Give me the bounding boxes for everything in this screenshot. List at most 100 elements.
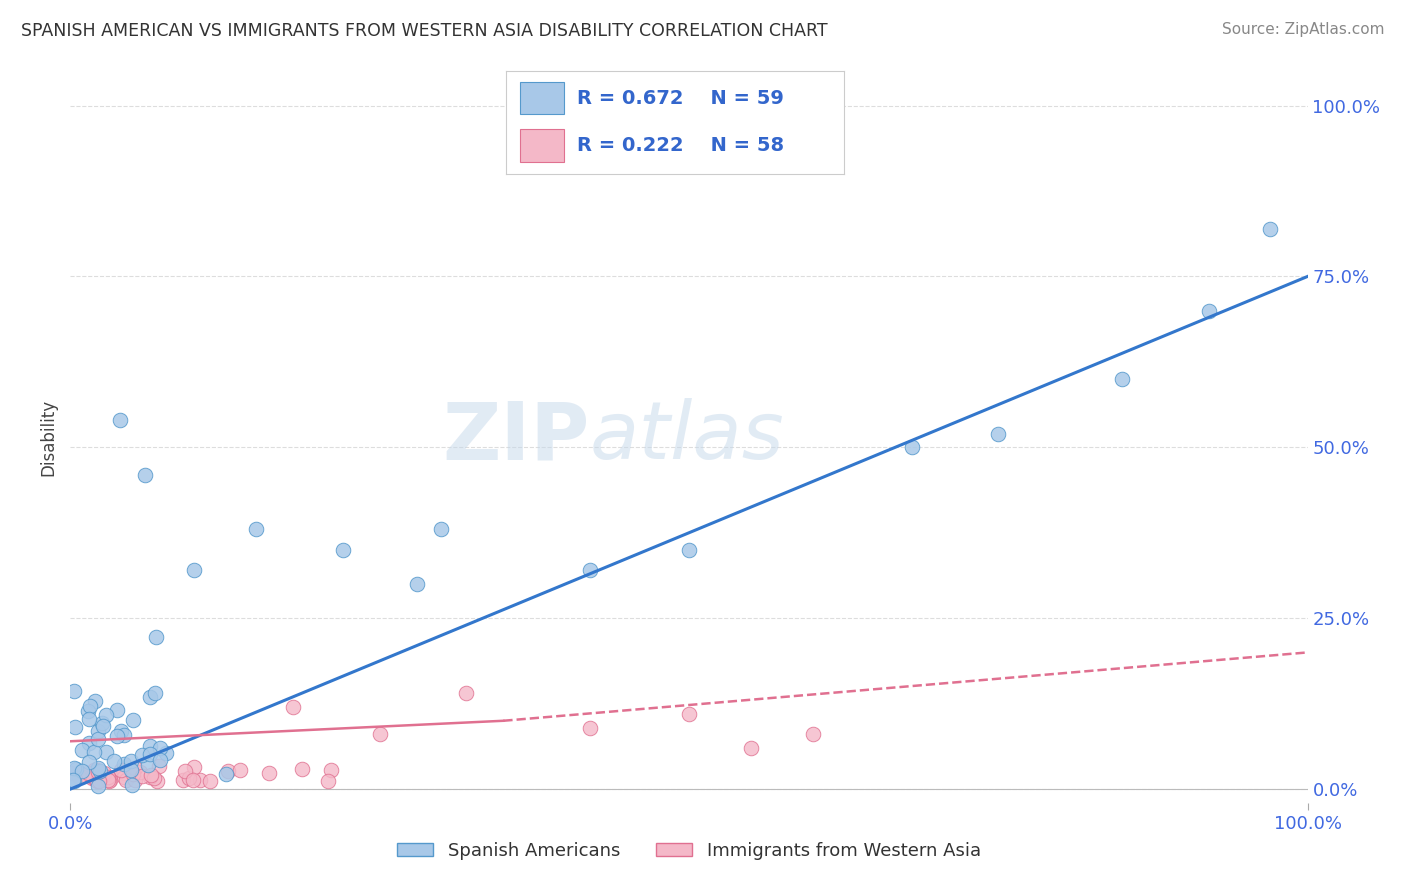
Point — [1260, 221, 1282, 235]
Point — [131, 769, 153, 783]
Point — [96, 771, 118, 785]
Point — [98, 772, 121, 787]
Point — [678, 542, 700, 557]
Point — [63, 720, 86, 734]
Point — [134, 467, 156, 482]
Point — [129, 764, 152, 779]
Point — [112, 766, 135, 780]
Point — [245, 522, 267, 536]
Bar — [520, 81, 564, 114]
Text: R = 0.672    N = 59: R = 0.672 N = 59 — [576, 88, 785, 108]
Point — [136, 757, 159, 772]
Point — [108, 413, 131, 427]
Y-axis label: Disability: Disability — [39, 399, 58, 475]
Point — [456, 686, 478, 700]
Point — [82, 771, 104, 785]
Point — [65, 762, 87, 776]
Point — [122, 767, 145, 781]
Point — [145, 685, 167, 699]
Text: Source: ZipAtlas.com: Source: ZipAtlas.com — [1222, 22, 1385, 37]
Text: SPANISH AMERICAN VS IMMIGRANTS FROM WESTERN ASIA DISABILITY CORRELATION CHART: SPANISH AMERICAN VS IMMIGRANTS FROM WEST… — [21, 22, 828, 40]
Point — [91, 715, 114, 730]
Point — [139, 767, 162, 781]
Point — [1198, 303, 1220, 318]
Point — [321, 763, 343, 777]
Point — [332, 542, 354, 557]
Point — [72, 766, 94, 780]
Point — [124, 761, 146, 775]
Point — [63, 683, 86, 698]
Point — [63, 761, 86, 775]
Point — [430, 522, 453, 536]
Point — [155, 746, 177, 760]
Point — [122, 713, 145, 727]
Point — [149, 741, 172, 756]
Point — [149, 753, 172, 767]
Point — [97, 770, 120, 784]
Point — [91, 719, 114, 733]
Point — [86, 763, 108, 777]
Point — [62, 773, 84, 788]
Point — [77, 766, 100, 780]
Point — [259, 766, 281, 780]
Point — [740, 741, 762, 756]
Point — [114, 757, 136, 772]
Point — [181, 772, 204, 787]
Point — [198, 774, 221, 789]
Point — [83, 763, 105, 777]
Text: atlas: atlas — [591, 398, 785, 476]
Point — [124, 772, 146, 787]
Point — [112, 770, 135, 784]
Point — [318, 773, 340, 788]
Point — [79, 699, 101, 714]
Point — [174, 764, 197, 778]
Point — [229, 764, 252, 778]
Point — [172, 773, 194, 788]
Point — [87, 774, 110, 789]
Point — [115, 772, 138, 787]
Point — [110, 763, 132, 777]
Point — [105, 729, 128, 743]
Text: R = 0.222    N = 58: R = 0.222 N = 58 — [576, 136, 785, 154]
Point — [1111, 372, 1133, 386]
Point — [145, 630, 167, 644]
Point — [77, 712, 100, 726]
Point — [111, 763, 134, 777]
Point — [987, 426, 1010, 441]
Point — [77, 736, 100, 750]
Point — [281, 700, 304, 714]
Point — [59, 766, 82, 780]
Point — [67, 771, 90, 785]
Point — [87, 761, 110, 775]
Point — [83, 745, 105, 759]
Point — [83, 694, 105, 708]
Point — [143, 771, 166, 785]
Point — [120, 754, 142, 768]
Point — [94, 708, 117, 723]
Point — [94, 746, 117, 760]
Text: ZIP: ZIP — [443, 398, 591, 476]
Point — [97, 773, 120, 788]
Point — [131, 747, 153, 762]
Point — [89, 771, 111, 785]
Point — [105, 703, 128, 717]
Point — [291, 762, 314, 776]
Point — [146, 774, 169, 789]
Point — [183, 760, 205, 774]
Point — [84, 773, 107, 788]
Point — [188, 772, 211, 787]
Point — [579, 721, 602, 735]
Point — [138, 690, 160, 704]
Point — [405, 577, 427, 591]
Point — [678, 706, 700, 721]
Point — [87, 764, 110, 779]
Point — [177, 771, 200, 785]
Point — [82, 770, 104, 784]
Point — [77, 704, 100, 718]
Point — [63, 774, 86, 789]
Point — [89, 764, 111, 779]
Point — [217, 764, 239, 779]
Point — [801, 727, 824, 741]
Point — [139, 747, 162, 761]
Point — [87, 779, 110, 793]
